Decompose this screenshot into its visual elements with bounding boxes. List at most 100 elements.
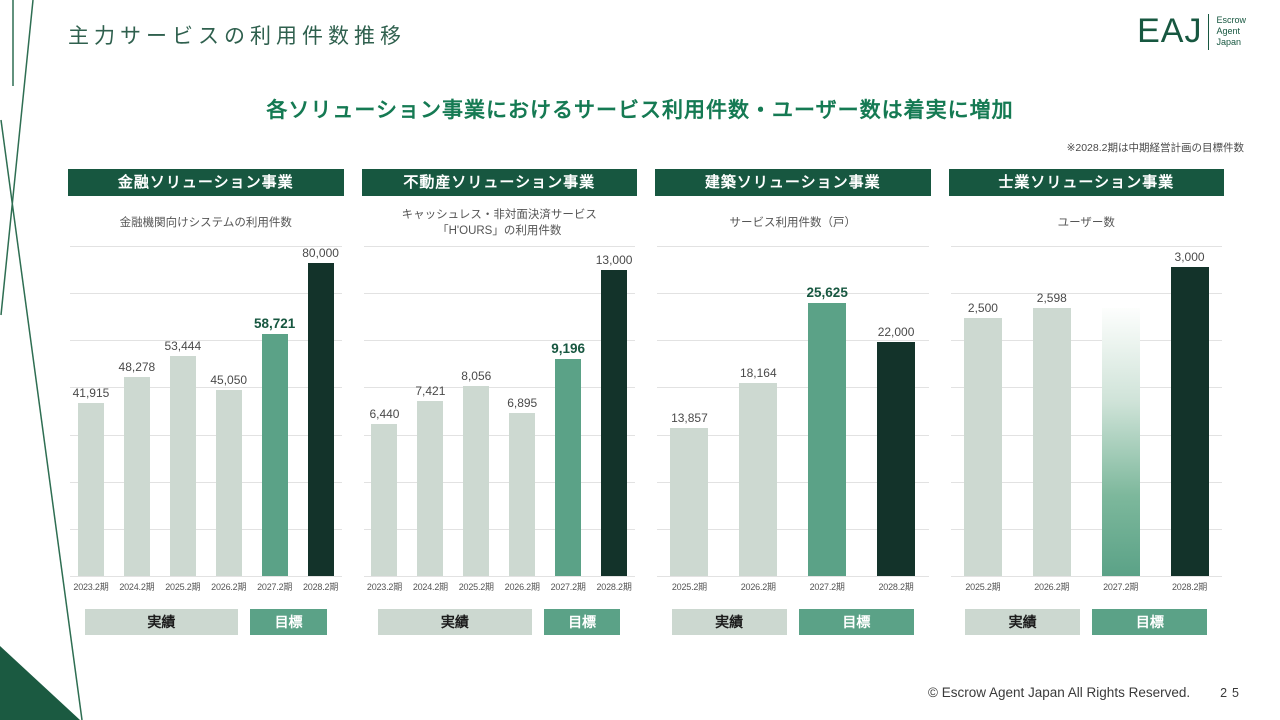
gridline (70, 293, 342, 294)
x-axis-label: 2027.2期 (809, 582, 845, 592)
bar-1 (670, 428, 709, 576)
gridline (950, 246, 1222, 247)
gridline (70, 482, 342, 483)
chart-column-3: 建築ソリューション事業 サービス利用件数（戸） 13,857 18,164 25,625… (655, 169, 931, 635)
x-axis-label: 2023.2期 (366, 582, 403, 592)
bar-slot: 13,000 (591, 246, 637, 576)
bar-slot (1086, 246, 1155, 576)
legend: 実績 目標 (965, 609, 1208, 635)
gridline (657, 435, 929, 436)
bar-slot: 13,857 (655, 246, 724, 576)
bar-2 (123, 377, 150, 576)
chart-header-banner: 士業ソリューション事業 (948, 169, 1224, 196)
footer: © Escrow Agent Japan All Rights Reserved… (928, 685, 1244, 700)
legend-actual-chip: 実績 (965, 609, 1081, 635)
gridline (70, 576, 342, 577)
bar-slot: 58,721 (252, 246, 298, 576)
gridline (70, 387, 342, 388)
bar-slot: 3,000 (1155, 246, 1224, 576)
value-label: 13,000 (595, 253, 633, 267)
bar-slot: 18,164 (724, 246, 793, 576)
legend: 実績 目標 (671, 609, 914, 635)
bar-slot: 2,598 (1017, 246, 1086, 576)
bars-row: 41,915 48,278 53,444 45,050 58,721 80,000 (68, 246, 344, 576)
legend-target-chip: 目標 (250, 609, 327, 635)
eaj-logo: EAJ Escrow Agent Japan (1137, 12, 1246, 51)
x-axis-labels: 2025.2期 2026.2期 2027.2期 2028.2期 (949, 580, 1225, 593)
x-axis-label: 2026.2期 (740, 582, 776, 592)
bar-1 (963, 318, 1002, 576)
bar-6 (601, 270, 628, 576)
value-label: 2,598 (1036, 291, 1067, 305)
chart-title: キャッシュレス・非対面決済サービス 「H'OURS」の利用件数 (401, 208, 597, 237)
value-label: 6,895 (507, 396, 538, 410)
gridline (363, 246, 635, 247)
bar-5 (555, 359, 582, 576)
bar-3 (1101, 308, 1140, 576)
bar-2 (417, 401, 444, 576)
chart-header-banner: 建築ソリューション事業 (655, 169, 931, 196)
value-label: 22,000 (877, 325, 915, 339)
logo-caption-line: Agent (1216, 26, 1241, 36)
legend-actual-chip: 実績 (84, 609, 239, 635)
bar-1 (371, 424, 398, 576)
header: 主力サービスの利用件数推移 EAJ Escrow Agent Japan (0, 0, 1280, 94)
value-label: 9,196 (551, 341, 586, 356)
gridline (657, 340, 929, 341)
bar-4 (215, 390, 242, 576)
value-label: 2,500 (967, 301, 998, 315)
x-axis-label: 2025.2期 (965, 582, 1001, 592)
bar-4 (509, 413, 536, 576)
plot-area: 2,500 2,598 3,000 (949, 246, 1225, 577)
x-axis-label: 2025.2期 (458, 582, 494, 592)
gridline (950, 293, 1222, 294)
charts-row: 金融ソリューション事業 金融機関向けシステムの利用件数 41,915 48,278 53… (0, 169, 1280, 635)
x-axis-labels: 2023.2期 2024.2期 2025.2期 2026.2期 2027.2期 2028.… (68, 580, 344, 593)
page-title: 主力サービスの利用件数推移 (68, 25, 406, 48)
gridline (657, 576, 929, 577)
x-axis-label: 2023.2期 (73, 582, 109, 592)
x-axis-label: 2028.2期 (878, 582, 914, 592)
bar-slot: 80,000 (298, 246, 344, 576)
bar-1 (77, 403, 104, 576)
gridline (950, 387, 1222, 388)
x-axis-label: 2024.2期 (412, 582, 448, 592)
logo-caption: Escrow Agent Japan (1216, 15, 1246, 48)
gridline (363, 293, 635, 294)
gridline (950, 340, 1222, 341)
gridline (70, 529, 342, 530)
gridline (657, 387, 929, 388)
bar-slot: 6,440 (362, 246, 408, 576)
bar-slot: 9,196 (545, 246, 591, 576)
x-axis-label: 2028.2期 (596, 582, 632, 592)
plot-area: 41,915 48,278 53,444 45,050 58,721 80,000 (68, 246, 344, 577)
bar-slot: 2,500 (949, 246, 1018, 576)
bars-row: 13,857 18,164 25,625 22,000 (655, 246, 931, 576)
gridline (950, 482, 1222, 483)
gridline (363, 482, 635, 483)
slide-subtitle: 各ソリューション事業におけるサービス利用件数・ユーザー数は着実に増加 (266, 99, 1014, 122)
logo-caption-line: Escrow (1216, 15, 1246, 25)
bar-slot: 53,444 (160, 246, 206, 576)
legend-actual-chip: 実績 (378, 609, 532, 635)
plot-area: 13,857 18,164 25,625 22,000 (655, 246, 931, 577)
bar-slot: 48,278 (114, 246, 160, 576)
gridline (70, 435, 342, 436)
footnote: ※2028.2期は中期経営計画の目標件数 (1066, 142, 1244, 154)
bar-3 (169, 356, 196, 576)
logo-text: EAJ (1137, 12, 1203, 50)
bar-slot: 6,895 (499, 246, 545, 576)
bar-slot: 8,056 (453, 246, 499, 576)
chart-header-banner: 金融ソリューション事業 (68, 169, 344, 196)
value-label: 58,721 (254, 316, 296, 331)
bar-slot: 45,050 (206, 246, 252, 576)
x-axis-label: 2025.2期 (671, 582, 707, 592)
plot-area: 6,440 7,421 8,056 6,895 9,196 13,000 (362, 246, 638, 577)
value-label: 41,915 (72, 386, 110, 400)
legend: 実績 目標 (84, 609, 327, 635)
gridline (363, 435, 635, 436)
bars-row: 2,500 2,598 3,000 (949, 246, 1225, 576)
bar-3 (808, 303, 847, 576)
value-label: 18,164 (739, 366, 777, 380)
